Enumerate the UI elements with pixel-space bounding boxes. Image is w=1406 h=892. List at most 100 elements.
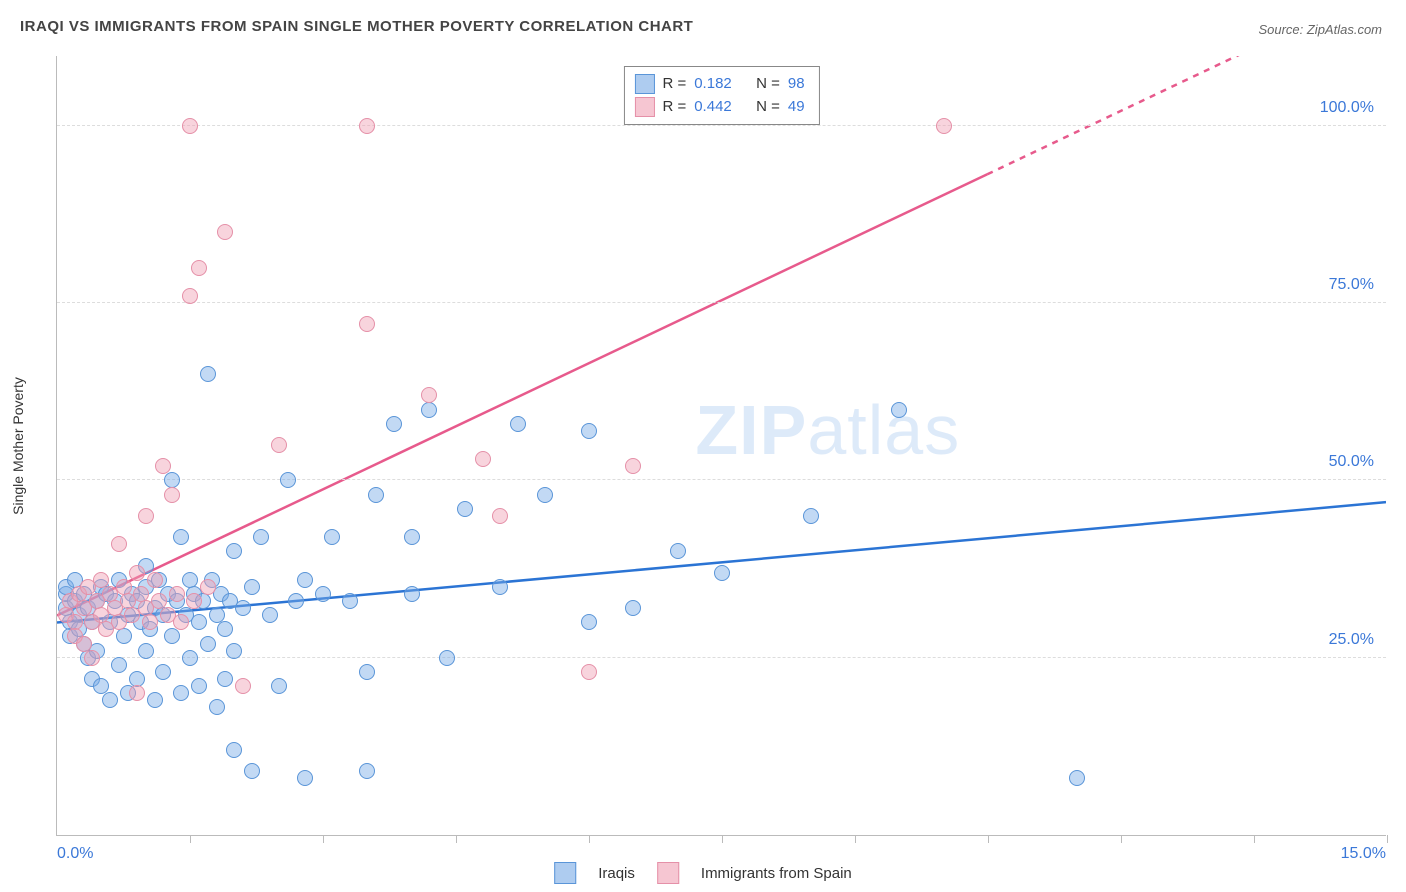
scatter-point-iraqis	[262, 607, 278, 623]
scatter-point-iraqis	[670, 543, 686, 559]
scatter-point-spain	[200, 579, 216, 595]
plot-area: ZIPatlas R = 0.182 N = 98 R = 0.442 N = …	[56, 56, 1386, 836]
stats-row-blue: R = 0.182 N = 98	[634, 73, 804, 96]
scatter-point-iraqis	[191, 614, 207, 630]
y-axis-label: Single Mother Poverty	[10, 377, 26, 515]
gridline-h	[57, 125, 1386, 126]
stats-n-value: 98	[788, 73, 805, 96]
scatter-point-spain	[359, 118, 375, 134]
scatter-point-spain	[421, 387, 437, 403]
scatter-point-spain	[581, 664, 597, 680]
scatter-point-spain	[271, 437, 287, 453]
scatter-point-iraqis	[368, 487, 384, 503]
scatter-point-spain	[164, 487, 180, 503]
scatter-point-iraqis	[116, 628, 132, 644]
stats-n-label: N =	[756, 73, 780, 96]
scatter-point-spain	[235, 678, 251, 694]
scatter-point-iraqis	[1069, 770, 1085, 786]
scatter-point-iraqis	[217, 621, 233, 637]
gridline-h	[57, 302, 1386, 303]
gridline-h	[57, 479, 1386, 480]
scatter-point-iraqis	[359, 763, 375, 779]
scatter-point-spain	[191, 260, 207, 276]
x-tick-mark	[190, 835, 191, 843]
scatter-point-iraqis	[217, 671, 233, 687]
scatter-point-iraqis	[288, 593, 304, 609]
scatter-point-spain	[84, 650, 100, 666]
scatter-point-iraqis	[164, 628, 180, 644]
scatter-point-iraqis	[537, 487, 553, 503]
scatter-point-iraqis	[421, 402, 437, 418]
scatter-point-spain	[217, 224, 233, 240]
scatter-point-iraqis	[209, 699, 225, 715]
scatter-point-iraqis	[102, 692, 118, 708]
scatter-point-iraqis	[404, 529, 420, 545]
scatter-point-iraqis	[280, 472, 296, 488]
trendlines-svg	[57, 56, 1386, 835]
x-tick-mark	[1121, 835, 1122, 843]
x-tick-mark	[1387, 835, 1388, 843]
scatter-point-iraqis	[342, 593, 358, 609]
stats-r-value: 0.442	[694, 96, 732, 119]
chart-title: IRAQI VS IMMIGRANTS FROM SPAIN SINGLE MO…	[20, 18, 693, 35]
legend-swatch-pink-icon	[657, 862, 679, 884]
scatter-point-spain	[111, 536, 127, 552]
watermark-rest: atlas	[807, 391, 960, 469]
x-axis-max-label: 15.0%	[1341, 845, 1386, 863]
swatch-pink-icon	[634, 97, 654, 117]
scatter-point-iraqis	[111, 657, 127, 673]
scatter-point-iraqis	[155, 664, 171, 680]
y-tick-label: 25.0%	[1329, 631, 1374, 649]
stats-n-value: 49	[788, 96, 805, 119]
x-tick-mark	[722, 835, 723, 843]
scatter-point-spain	[182, 118, 198, 134]
scatter-point-spain	[182, 288, 198, 304]
scatter-point-spain	[492, 508, 508, 524]
x-axis-min-label: 0.0%	[57, 845, 93, 863]
x-tick-mark	[323, 835, 324, 843]
bottom-legend: Iraqis Immigrants from Spain	[554, 862, 852, 884]
scatter-point-spain	[936, 118, 952, 134]
scatter-point-iraqis	[244, 579, 260, 595]
scatter-point-spain	[129, 565, 145, 581]
scatter-point-iraqis	[803, 508, 819, 524]
y-tick-label: 50.0%	[1329, 453, 1374, 471]
stats-r-label: R =	[662, 96, 686, 119]
legend-swatch-blue-icon	[554, 862, 576, 884]
scatter-point-iraqis	[226, 643, 242, 659]
scatter-point-spain	[173, 614, 189, 630]
scatter-point-spain	[138, 508, 154, 524]
scatter-point-iraqis	[173, 529, 189, 545]
stats-n-label: N =	[756, 96, 780, 119]
stats-box: R = 0.182 N = 98 R = 0.442 N = 49	[623, 66, 819, 125]
scatter-point-iraqis	[138, 643, 154, 659]
scatter-point-iraqis	[200, 636, 216, 652]
scatter-point-iraqis	[714, 565, 730, 581]
scatter-point-iraqis	[625, 600, 641, 616]
y-tick-label: 100.0%	[1320, 99, 1374, 117]
x-tick-mark	[855, 835, 856, 843]
scatter-point-iraqis	[271, 678, 287, 694]
scatter-point-iraqis	[359, 664, 375, 680]
scatter-point-spain	[155, 458, 171, 474]
x-tick-mark	[1254, 835, 1255, 843]
scatter-point-spain	[147, 572, 163, 588]
scatter-point-iraqis	[297, 572, 313, 588]
scatter-point-iraqis	[439, 650, 455, 666]
scatter-point-spain	[142, 614, 158, 630]
scatter-point-iraqis	[235, 600, 251, 616]
gridline-h	[57, 657, 1386, 658]
scatter-point-iraqis	[492, 579, 508, 595]
scatter-point-iraqis	[147, 692, 163, 708]
scatter-point-iraqis	[200, 366, 216, 382]
scatter-point-iraqis	[191, 678, 207, 694]
x-tick-mark	[589, 835, 590, 843]
scatter-point-spain	[475, 451, 491, 467]
scatter-point-iraqis	[173, 685, 189, 701]
scatter-point-iraqis	[226, 742, 242, 758]
stats-row-pink: R = 0.442 N = 49	[634, 96, 804, 119]
scatter-point-iraqis	[253, 529, 269, 545]
scatter-point-iraqis	[581, 423, 597, 439]
scatter-point-iraqis	[510, 416, 526, 432]
scatter-point-iraqis	[891, 402, 907, 418]
